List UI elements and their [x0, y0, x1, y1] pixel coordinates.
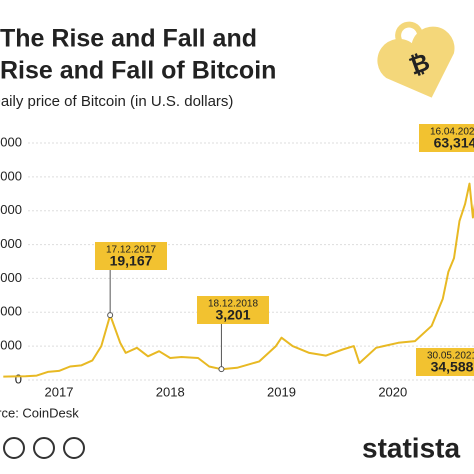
x-tick-label: 2017 [45, 384, 74, 399]
annotation-box [416, 348, 474, 376]
annotation-date: 18.12.2018 [208, 299, 258, 310]
chart-title: The Rise and Fall and [0, 25, 257, 53]
source: Source: CoinDesk [0, 405, 79, 420]
y-tick-label: 0 [15, 371, 22, 386]
y-tick-label: 20,000 [0, 304, 22, 319]
annotation-box [95, 242, 167, 270]
annotation-dot [107, 312, 114, 319]
y-tick-label: 30,000 [0, 270, 22, 285]
annotation-date: 16.04.2021 [430, 127, 474, 138]
annotation-dot [218, 366, 225, 373]
y-tick-label: 60,000 [0, 168, 22, 183]
price-line [3, 182, 474, 378]
license-icons [3, 437, 85, 459]
x-tick-label: 2020 [378, 384, 407, 399]
x-tick-label: 2018 [156, 384, 185, 399]
chart-subtitle: Rise and Fall of Bitcoin [0, 57, 276, 85]
annotation-box [419, 124, 474, 152]
annotation-value: 3,201 [215, 307, 250, 323]
annotation-value: 34,588 [431, 359, 474, 375]
y-tick-label: 70,000 [0, 134, 22, 149]
x-tick-label: 2019 [267, 384, 296, 399]
annotation-value: 19,167 [110, 253, 153, 269]
annotation-value: 63,314 [434, 135, 474, 151]
annotation-date: 17.12.2017 [106, 245, 156, 256]
axis-label: Daily price of Bitcoin (in U.S. dollars) [0, 93, 233, 110]
annotation-date: 30.05.2021 [427, 351, 474, 362]
y-tick-label: 40,000 [0, 236, 22, 251]
y-tick-label: 10,000 [0, 338, 22, 353]
y-tick-label: 50,000 [0, 202, 22, 217]
lock-icon: ₿ [377, 21, 455, 98]
annotation-box [197, 296, 269, 324]
brand: statista [362, 432, 460, 463]
